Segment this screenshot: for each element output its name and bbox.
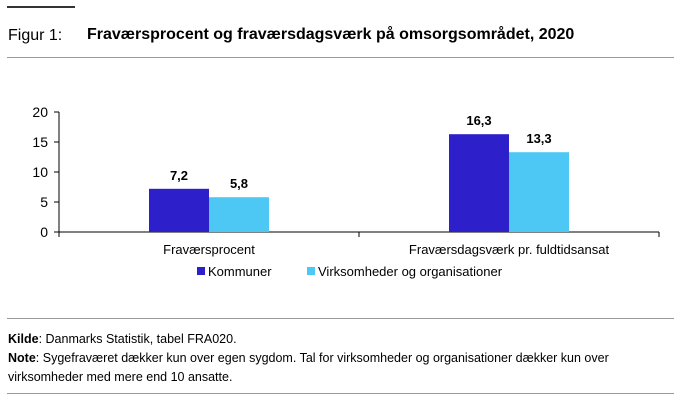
x-category-label: Fraværsdagsværk pr. fuldtidsansat: [409, 242, 610, 257]
figure-label: Figur 1:: [8, 27, 63, 44]
bar: [209, 197, 269, 232]
source-line: Kilde: Danmarks Statistik, tabel FRA020.: [8, 330, 673, 349]
legend-label: Kommuner: [208, 264, 272, 279]
data-label: 16,3: [466, 113, 491, 128]
note-text: : Sygefraværet dækker kun over egen sygd…: [8, 351, 609, 384]
notes-block: Kilde: Danmarks Statistik, tabel FRA020.…: [8, 330, 673, 387]
data-label: 5,8: [230, 176, 248, 191]
title-rule: [7, 57, 674, 58]
bar: [149, 188, 209, 232]
bar: [509, 152, 569, 232]
y-tick-label: 10: [32, 164, 48, 180]
bar-chart: 0 5 10 15 20 7,2 5,8 Fraværsprocent 16,3 13,3 Frav…: [32, 104, 660, 279]
legend-label: Virksomheder og organisationer: [318, 264, 503, 279]
y-tick-label: 15: [32, 134, 48, 150]
legend-swatch: [197, 267, 205, 275]
x-category-label: Fraværsprocent: [163, 242, 255, 257]
figure-title: Fraværsprocent og fraværsdagsværk på oms…: [87, 26, 575, 43]
bottom-rule: [7, 393, 674, 394]
legend-swatch: [307, 267, 315, 275]
note-line: Note: Sygefraværet dækker kun over egen …: [8, 349, 673, 387]
data-label: 7,2: [170, 168, 188, 183]
top-rule: [7, 6, 75, 8]
y-tick-label: 0: [40, 224, 48, 240]
source-text: : Danmarks Statistik, tabel FRA020.: [38, 332, 237, 346]
data-label: 13,3: [526, 131, 551, 146]
y-tick-label: 20: [32, 104, 48, 120]
source-label: Kilde: [8, 332, 39, 346]
y-tick-label: 5: [40, 194, 48, 210]
note-label: Note: [8, 351, 36, 365]
bar: [449, 134, 509, 232]
source-rule: [7, 318, 674, 319]
